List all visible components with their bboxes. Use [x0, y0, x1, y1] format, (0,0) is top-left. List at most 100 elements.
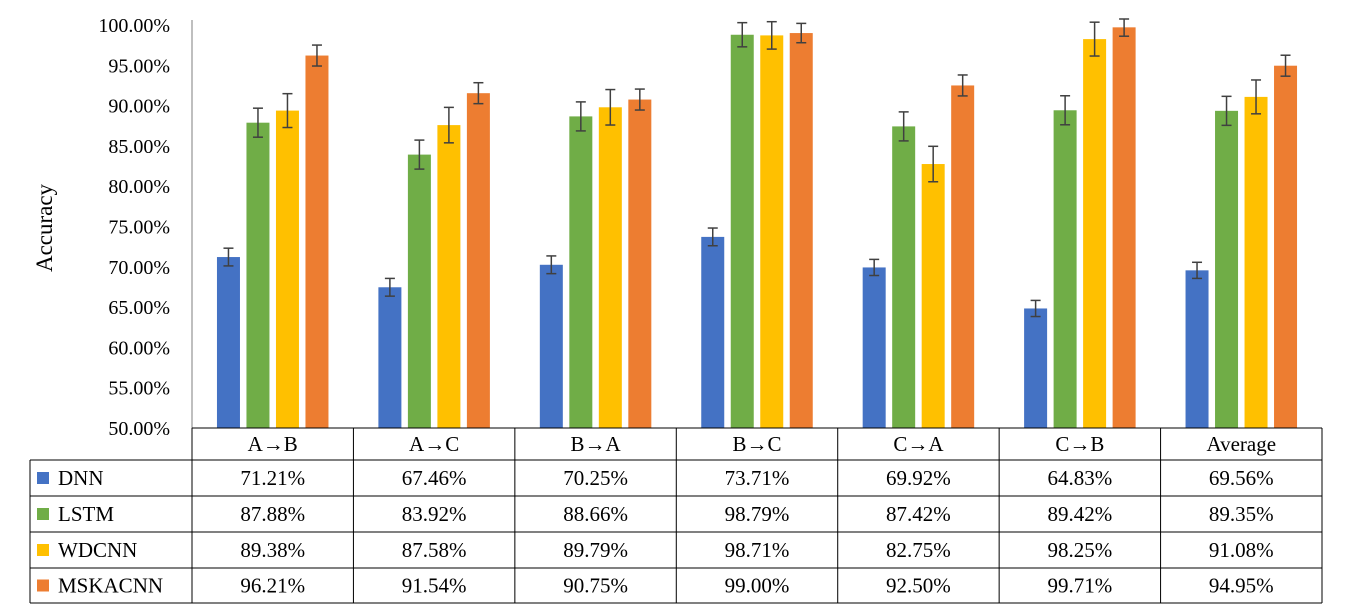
error-bars	[223, 18, 1291, 318]
bar-dnn-3	[539, 264, 563, 428]
error-bar-lstm-5	[898, 111, 909, 142]
error-bar-dnn-7	[1192, 261, 1203, 280]
bar-dnn-1	[216, 257, 240, 428]
bar-lstm-5	[892, 126, 916, 428]
table-cell-value: 98.71%	[725, 538, 790, 562]
table-cell-value: 91.08%	[1209, 538, 1274, 562]
table-cell-value: 98.79%	[725, 502, 790, 526]
error-bar-mskacnn-4	[796, 22, 807, 44]
category-label: Average	[1207, 432, 1277, 456]
bar-dnn-7	[1185, 270, 1209, 428]
error-bar-wdcnn-1	[282, 92, 293, 129]
table-cell-value: 64.83%	[1047, 466, 1112, 490]
table-cell-value: 83.92%	[402, 502, 467, 526]
category-label: C→B	[1055, 432, 1104, 456]
data-table: A→B A→C B→A B→C C→A C→B Average DNN 71.21% 67.46%…	[29, 427, 1323, 604]
y-tick-label: 80.00%	[108, 176, 170, 198]
bar-lstm-3	[569, 116, 593, 429]
error-bar-lstm-3	[575, 101, 586, 132]
table-cell-value: 90.75%	[563, 574, 628, 598]
error-bar-wdcnn-5	[928, 145, 939, 183]
table-cell-value: 69.92%	[886, 466, 951, 490]
bars	[216, 27, 1298, 429]
bar-mskacnn-7	[1274, 65, 1298, 428]
error-bar-lstm-2	[414, 139, 425, 170]
table-cell-value: 99.71%	[1047, 574, 1112, 598]
error-bar-lstm-4	[737, 21, 748, 48]
bar-mskacnn-2	[466, 93, 490, 429]
bar-wdcnn-2	[437, 125, 461, 429]
legend-label-lstm: LSTM	[58, 502, 114, 526]
legend-key-mskacnn	[37, 579, 49, 592]
y-axis-title-group: Accuracy	[32, 183, 57, 272]
bar-lstm-1	[246, 122, 270, 429]
bar-dnn-5	[862, 267, 886, 428]
legend-key-dnn	[37, 472, 49, 484]
y-tick-label: 50.00%	[108, 418, 170, 440]
error-bar-mskacnn-7	[1280, 54, 1291, 77]
legend-label-wdcnn: WDCNN	[58, 538, 137, 562]
error-bar-wdcnn-2	[443, 106, 454, 144]
category-label: A→B	[248, 432, 298, 456]
table-cell-value: 89.35%	[1209, 502, 1274, 526]
category-label: B→A	[570, 432, 621, 456]
bar-lstm-2	[407, 154, 431, 428]
error-bar-mskacnn-5	[957, 74, 968, 97]
y-tick-label: 85.00%	[108, 136, 170, 158]
y-tick-labels: 50.00% 55.00% 60.00% 65.00% 70.00% 75.00% 80.0…	[98, 15, 170, 440]
error-bar-wdcnn-7	[1251, 79, 1262, 115]
bar-lstm-4	[730, 34, 754, 429]
error-bar-lstm-6	[1060, 95, 1071, 126]
table-cell-value: 94.95%	[1209, 574, 1274, 598]
legend-label-mskacnn: MSKACNN	[58, 574, 163, 598]
error-bar-mskacnn-3	[634, 88, 645, 111]
table-cell-value: 99.00%	[725, 574, 790, 598]
table-cell-value: 71.21%	[240, 466, 305, 490]
table-cell-value: 88.66%	[563, 502, 628, 526]
legend-key-lstm	[37, 508, 49, 520]
bar-mskacnn-4	[789, 33, 813, 429]
table-cell-value: 87.58%	[402, 538, 467, 562]
y-tick-label: 100.00%	[98, 15, 170, 37]
table-cell-value: 87.88%	[240, 502, 305, 526]
y-tick-label: 70.00%	[108, 257, 170, 279]
table-cell-value: 70.25%	[563, 466, 628, 490]
y-tick-label: 90.00%	[108, 96, 170, 118]
table-cell-value: 92.50%	[886, 574, 951, 598]
error-bar-lstm-7	[1221, 95, 1232, 127]
bar-wdcnn-7	[1244, 96, 1268, 428]
error-bar-dnn-3	[546, 255, 557, 275]
table-cell-value: 89.79%	[563, 538, 628, 562]
error-bar-wdcnn-6	[1089, 21, 1100, 57]
y-tick-label: 55.00%	[108, 378, 170, 400]
table-cell-value: 67.46%	[402, 466, 467, 490]
bar-wdcnn-1	[275, 110, 299, 428]
bar-lstm-7	[1215, 110, 1239, 429]
bar-wdcnn-5	[921, 164, 945, 428]
error-bar-dnn-5	[869, 258, 880, 277]
error-bar-dnn-1	[223, 247, 234, 267]
bar-wdcnn-3	[598, 107, 622, 428]
bar-dnn-4	[701, 236, 725, 428]
table-cell-value: 91.54%	[402, 574, 467, 598]
y-tick-label: 75.00%	[108, 217, 170, 239]
table-cell-value: 82.75%	[886, 538, 951, 562]
y-axis-title: Accuracy	[32, 183, 57, 272]
table-cell-value: 96.21%	[240, 574, 305, 598]
error-bar-mskacnn-1	[311, 44, 322, 67]
bar-dnn-6	[1024, 308, 1048, 428]
y-tick-label: 60.00%	[108, 337, 170, 359]
error-bar-wdcnn-4	[766, 20, 777, 50]
table-cell-value: 98.25%	[1047, 538, 1112, 562]
error-bar-wdcnn-3	[605, 88, 616, 126]
category-label: B→C	[732, 432, 781, 456]
error-bar-mskacnn-2	[473, 81, 484, 105]
bar-lstm-6	[1053, 110, 1077, 428]
error-bar-lstm-1	[252, 107, 263, 138]
table-cell-value: 87.42%	[886, 502, 951, 526]
legend-label-dnn: DNN	[58, 466, 104, 490]
category-label: C→A	[893, 432, 944, 456]
bar-mskacnn-5	[951, 85, 975, 428]
bar-wdcnn-4	[760, 35, 784, 428]
bar-mskacnn-3	[628, 99, 652, 429]
